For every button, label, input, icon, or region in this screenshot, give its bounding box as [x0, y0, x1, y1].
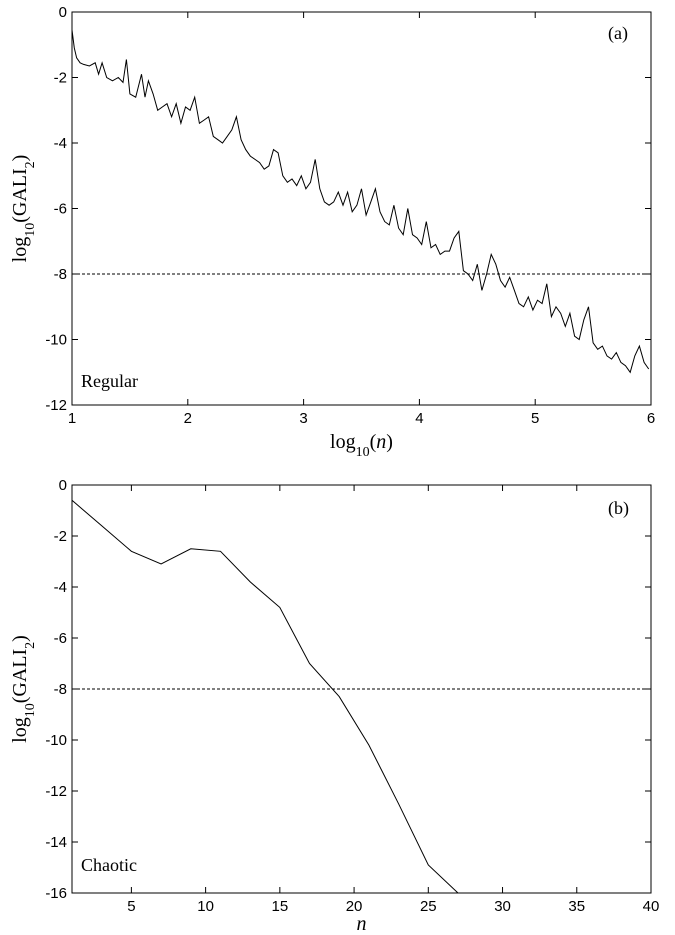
- x-tick-label: 1: [68, 410, 76, 427]
- x-axis-label: log10(n): [330, 431, 393, 460]
- panel-tag: (b): [608, 498, 629, 519]
- x-tick-label: 2: [184, 410, 192, 427]
- y-tick-label: -12: [45, 783, 67, 800]
- y-axis-label-part: (GALI: [9, 168, 31, 222]
- x-tick-label: 5: [127, 898, 135, 915]
- x-tick-label: 30: [494, 898, 511, 915]
- x-axis-label-part: n: [376, 431, 386, 453]
- y-tick-label: -4: [54, 135, 67, 152]
- y-axis-label-part: 10: [23, 703, 38, 717]
- y-tick-label: -4: [54, 579, 67, 596]
- plot-frame: [71, 11, 652, 406]
- y-axis-label-part: ): [9, 155, 31, 162]
- y-axis-label-part: log: [9, 237, 31, 263]
- x-axis-label-part: log: [330, 431, 356, 453]
- panel-a-regular: 1 2 3 4 5 60-2-4-6-8-10-12log10(n)log10(GALI2…: [9, 4, 655, 460]
- y-tick-label: -6: [54, 630, 67, 647]
- x-tick-label: 5: [531, 410, 539, 427]
- x-tick-label: 15: [272, 898, 289, 915]
- x-tick-label: 10: [197, 898, 214, 915]
- data-line: [71, 29, 650, 374]
- x-tick-label: 20: [346, 898, 363, 915]
- x-tick-label: 4: [415, 410, 423, 427]
- y-tick-label: -8: [54, 681, 67, 698]
- x-axis-label-part: 10: [356, 445, 370, 460]
- y-axis-label-part: ): [9, 635, 31, 642]
- y-tick-label: -6: [54, 201, 67, 218]
- y-tick-label: 0: [59, 477, 67, 494]
- y-axis-label: log10(GALI2): [9, 155, 38, 263]
- y-axis-label-part: 10: [23, 223, 38, 237]
- y-tick-label: -14: [45, 834, 67, 851]
- y-tick-label: -2: [54, 70, 67, 87]
- regime-annotation: Chaotic: [81, 855, 137, 875]
- x-axis-label-part: (: [370, 431, 377, 453]
- y-axis-label-part: 2: [23, 161, 38, 168]
- y-axis-label: log10(GALI2): [9, 635, 38, 743]
- x-tick-label: 6: [647, 410, 655, 427]
- data-line: [71, 499, 459, 894]
- y-tick-label: -10: [45, 732, 67, 749]
- y-axis-label-part: 2: [23, 642, 38, 649]
- y-tick-label: -10: [45, 332, 67, 349]
- panel-b-chaotic: 5 10 15 20 25 30 35 40 0 -2 -4 -6 -8 -10 -12 -14 -16 n log…: [9, 477, 659, 935]
- regime-annotation: Regular: [81, 371, 138, 391]
- x-tick-label: 35: [568, 898, 585, 915]
- x-tick-label: 40: [643, 898, 660, 915]
- y-tick-label: -2: [54, 528, 67, 545]
- x-tick-label: 3: [299, 410, 307, 427]
- y-tick-label: -12: [45, 397, 67, 414]
- x-axis-label-part: ): [386, 431, 393, 453]
- y-axis-label-part: (GALI: [9, 649, 31, 703]
- x-axis-label: n: [357, 913, 367, 935]
- y-tick-label: 0: [59, 4, 67, 21]
- y-axis-label-part: log: [9, 717, 31, 743]
- y-tick-label: -8: [54, 266, 67, 283]
- y-tick-label: -16: [45, 885, 67, 902]
- x-axis-label-part: n: [357, 913, 367, 935]
- x-tick-label: 25: [420, 898, 437, 915]
- panel-tag: (a): [608, 23, 628, 44]
